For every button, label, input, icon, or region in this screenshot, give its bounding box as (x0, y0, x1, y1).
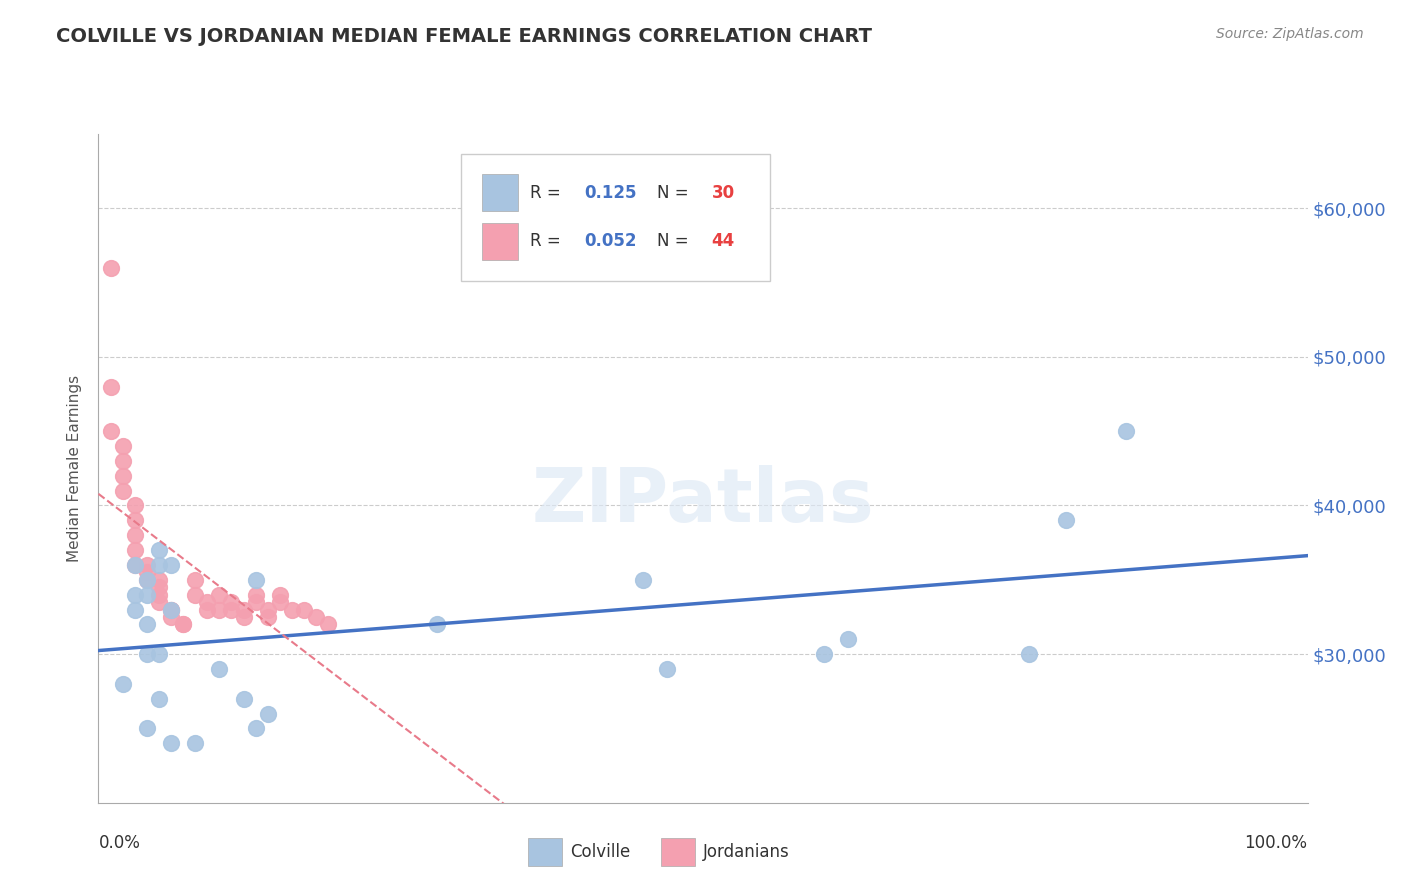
Text: R =: R = (530, 232, 567, 250)
Point (148, 588, 170, 602)
Point (256, 602, 278, 616)
Point (124, 499, 146, 513)
Text: 30: 30 (711, 184, 734, 202)
Text: N =: N = (657, 232, 695, 250)
Point (316, 617, 339, 632)
Point (269, 595, 291, 609)
Point (232, 691, 254, 706)
Bar (482, 223, 517, 260)
Point (124, 602, 146, 616)
Point (160, 602, 183, 616)
Point (148, 558, 170, 572)
Y-axis label: Median Female Earnings: Median Female Earnings (67, 375, 83, 562)
Point (148, 691, 170, 706)
Point (305, 610, 328, 624)
Point (111, 468, 134, 483)
Point (245, 588, 267, 602)
Point (148, 580, 170, 594)
Text: ZIPatlas: ZIPatlas (531, 466, 875, 538)
Point (292, 602, 315, 616)
Point (208, 602, 231, 616)
Point (124, 558, 146, 572)
Text: R =: R = (530, 184, 567, 202)
Point (281, 602, 304, 616)
Point (232, 610, 254, 624)
Point (208, 662, 231, 676)
Point (269, 588, 291, 602)
Point (135, 558, 157, 572)
Point (135, 647, 157, 661)
Point (160, 736, 183, 750)
Point (160, 602, 183, 616)
Text: Source: ZipAtlas.com: Source: ZipAtlas.com (1216, 27, 1364, 41)
Point (184, 588, 207, 602)
Point (148, 647, 170, 661)
Point (160, 602, 183, 616)
Point (195, 595, 218, 609)
Text: 100.0%: 100.0% (1244, 834, 1308, 852)
Text: 0.0%: 0.0% (98, 834, 141, 852)
Point (1115, 424, 1137, 438)
Point (1054, 513, 1077, 527)
Point (631, 573, 654, 587)
Point (256, 610, 278, 624)
Point (148, 595, 170, 609)
Point (195, 602, 218, 616)
Point (124, 588, 146, 602)
FancyBboxPatch shape (461, 154, 769, 281)
Point (245, 573, 267, 587)
Point (135, 588, 157, 602)
Point (124, 528, 146, 542)
Point (256, 706, 278, 721)
Point (245, 595, 267, 609)
Point (160, 558, 183, 572)
Bar (482, 174, 517, 211)
Point (1018, 647, 1040, 661)
Point (135, 722, 157, 736)
Text: N =: N = (657, 184, 695, 202)
Point (100, 260, 122, 275)
Point (135, 617, 157, 632)
Point (148, 543, 170, 558)
Point (135, 566, 157, 580)
Text: 0.052: 0.052 (585, 232, 637, 250)
Point (221, 602, 243, 616)
Point (124, 558, 146, 572)
Point (111, 677, 134, 691)
Point (135, 573, 157, 587)
Text: 0.125: 0.125 (585, 184, 637, 202)
Text: Jordanians: Jordanians (703, 843, 790, 862)
Point (172, 617, 194, 632)
Point (426, 617, 449, 632)
Point (124, 543, 146, 558)
Point (221, 595, 243, 609)
Point (148, 573, 170, 587)
Point (837, 632, 859, 647)
Point (124, 513, 146, 527)
Point (100, 424, 122, 438)
Text: COLVILLE VS JORDANIAN MEDIAN FEMALE EARNINGS CORRELATION CHART: COLVILLE VS JORDANIAN MEDIAN FEMALE EARN… (56, 27, 872, 45)
Point (172, 617, 194, 632)
Point (184, 573, 207, 587)
Point (655, 662, 678, 676)
Point (111, 454, 134, 468)
Point (232, 602, 254, 616)
Point (111, 439, 134, 453)
Point (208, 588, 231, 602)
Point (111, 483, 134, 498)
Bar (527, 838, 561, 866)
Point (245, 722, 267, 736)
Point (100, 379, 122, 393)
Bar (661, 838, 695, 866)
Point (135, 573, 157, 587)
Text: 44: 44 (711, 232, 735, 250)
Point (160, 610, 183, 624)
Point (184, 736, 207, 750)
Point (813, 647, 835, 661)
Text: Colville: Colville (569, 843, 630, 862)
